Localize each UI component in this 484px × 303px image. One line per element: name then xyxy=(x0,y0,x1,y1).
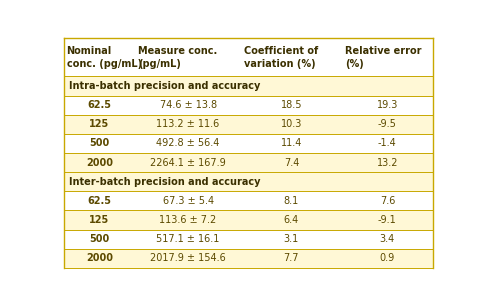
Bar xyxy=(63,38,433,76)
Text: 500: 500 xyxy=(90,234,109,244)
Text: 7.4: 7.4 xyxy=(284,158,299,168)
Text: 3.1: 3.1 xyxy=(284,234,299,244)
Text: 7.7: 7.7 xyxy=(284,253,299,263)
Text: 2000: 2000 xyxy=(86,158,113,168)
Text: 6.4: 6.4 xyxy=(284,215,299,225)
Text: 517.1 ± 16.1: 517.1 ± 16.1 xyxy=(156,234,220,244)
Text: 19.3: 19.3 xyxy=(377,100,398,110)
Text: 492.8 ± 56.4: 492.8 ± 56.4 xyxy=(156,138,220,148)
Bar xyxy=(63,153,433,172)
Text: 500: 500 xyxy=(90,138,109,148)
Text: 0.9: 0.9 xyxy=(380,253,395,263)
Text: Nominal
conc. (pg/mL): Nominal conc. (pg/mL) xyxy=(66,46,142,69)
Text: 7.6: 7.6 xyxy=(379,196,395,206)
Bar xyxy=(63,115,433,134)
Text: 62.5: 62.5 xyxy=(88,100,111,110)
Text: 125: 125 xyxy=(90,215,109,225)
Bar xyxy=(63,191,433,210)
Text: -9.5: -9.5 xyxy=(378,119,397,129)
Text: Intra-batch precision and accuracy: Intra-batch precision and accuracy xyxy=(69,81,260,91)
Text: 62.5: 62.5 xyxy=(88,196,111,206)
Text: 125: 125 xyxy=(90,119,109,129)
Text: 10.3: 10.3 xyxy=(281,119,302,129)
Text: -1.4: -1.4 xyxy=(378,138,397,148)
Text: 2017.9 ± 154.6: 2017.9 ± 154.6 xyxy=(150,253,226,263)
Text: Coefficient of
variation (%): Coefficient of variation (%) xyxy=(243,46,318,69)
Text: Inter-batch precision and accuracy: Inter-batch precision and accuracy xyxy=(69,177,260,187)
Text: 113.2 ± 11.6: 113.2 ± 11.6 xyxy=(156,119,220,129)
Text: 8.1: 8.1 xyxy=(284,196,299,206)
Text: 2000: 2000 xyxy=(86,253,113,263)
Text: 67.3 ± 5.4: 67.3 ± 5.4 xyxy=(163,196,213,206)
Text: 13.2: 13.2 xyxy=(377,158,398,168)
Text: Relative error
(%): Relative error (%) xyxy=(345,46,422,69)
Text: Measure conc.
(pg/mL): Measure conc. (pg/mL) xyxy=(138,46,218,69)
Text: -9.1: -9.1 xyxy=(378,215,397,225)
Text: 18.5: 18.5 xyxy=(281,100,302,110)
Text: 74.6 ± 13.8: 74.6 ± 13.8 xyxy=(160,100,217,110)
Bar xyxy=(63,249,433,268)
Bar xyxy=(63,230,433,249)
Bar xyxy=(63,96,433,115)
Text: 113.6 ± 7.2: 113.6 ± 7.2 xyxy=(159,215,217,225)
Bar xyxy=(63,210,433,230)
Bar xyxy=(63,172,433,191)
Text: 2264.1 ± 167.9: 2264.1 ± 167.9 xyxy=(150,158,226,168)
Bar xyxy=(63,76,433,96)
Text: 3.4: 3.4 xyxy=(380,234,395,244)
Bar xyxy=(63,134,433,153)
Text: 11.4: 11.4 xyxy=(281,138,302,148)
